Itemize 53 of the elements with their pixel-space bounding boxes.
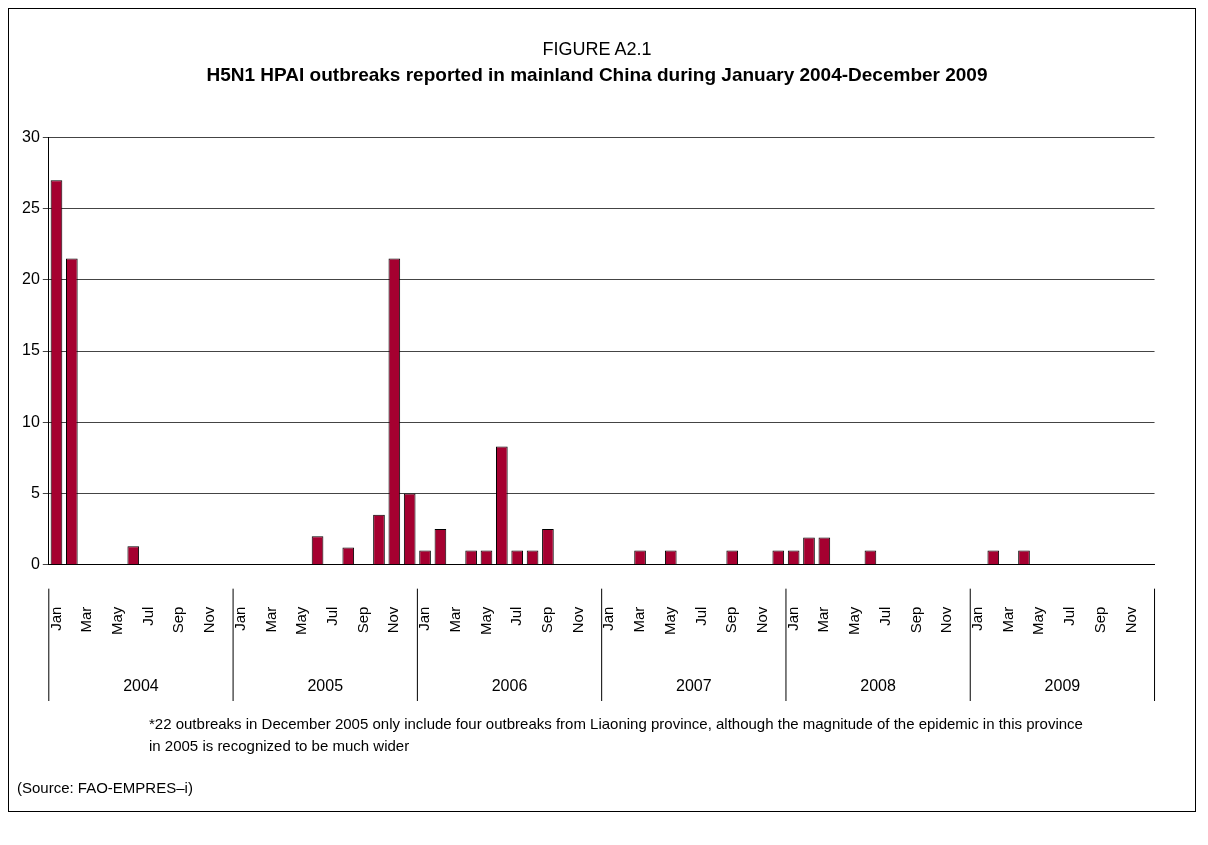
x-tick-label: Jul (1060, 606, 1078, 626)
x-tick-label: Mar (77, 606, 95, 633)
x-tick-label: Jan (230, 606, 248, 631)
x-tick-label: Sep (538, 606, 556, 634)
x-tick-label: May (108, 606, 126, 636)
x-tick-label: Mar (445, 606, 463, 633)
x-tick-label: Jul (691, 606, 709, 626)
x-tick-label: Nov (937, 606, 955, 634)
x-tick-label: Jan (968, 606, 986, 631)
y-tick-label: 10 (22, 412, 40, 430)
text: 2006 (491, 677, 528, 695)
y-tick-label: 25 (22, 199, 40, 217)
x-tick-label: Nov (384, 606, 402, 634)
x-tick-label: Jan (46, 606, 64, 631)
x-tick-label: Mar (998, 606, 1016, 633)
y-tick-label: 5 (30, 483, 40, 501)
x-tick-label: Jul (323, 606, 341, 626)
y-tick-label: 0 (30, 555, 40, 573)
x-tick-label: Nov (200, 606, 218, 634)
y-tick-label: 30 (22, 127, 40, 145)
x-tick-label: Jan (783, 606, 801, 631)
x-tick-label: May (1029, 606, 1047, 636)
x-tick-label: May (845, 606, 863, 636)
x-tick-label: Sep (722, 606, 740, 634)
text: 2009 (1044, 677, 1081, 695)
chart-title: FIGURE A2.1 (542, 38, 652, 59)
x-tick-label: May (660, 606, 678, 636)
text: 2004 (123, 677, 159, 695)
x-tick-label: Nov (1121, 606, 1139, 634)
x-tick-label: Sep (906, 606, 924, 634)
y-tick-label: 15 (22, 341, 40, 359)
x-tick-label: Mar (814, 606, 832, 633)
x-tick-label: May (292, 606, 310, 636)
x-tick-label: Jan (415, 606, 433, 631)
text: 2007 (676, 677, 712, 695)
x-tick-label: Sep (1090, 606, 1108, 634)
x-tick-label: Sep (169, 606, 187, 634)
x-tick-label: Nov (568, 606, 586, 634)
y-tick-label: 20 (22, 270, 40, 288)
text: 2005 (307, 677, 344, 695)
x-tick-label: Jul (507, 606, 525, 626)
text: (Source: FAO-EMPRES–i) (17, 778, 194, 798)
text: *22 outbreaks in December 2005 only include four outbreaks from Liaoning province, although the magnitude of the epidemic in this province in 2005 is recognized to be much wider (149, 714, 1084, 756)
x-tick-label: Mar (261, 606, 279, 633)
x-tick-label: Sep (353, 606, 371, 634)
x-tick-label: May (476, 606, 494, 636)
x-tick-label: Mar (630, 606, 648, 633)
x-tick-label: Nov (753, 606, 771, 634)
text: 2008 (860, 677, 896, 695)
x-tick-label: Jul (875, 606, 893, 626)
chart-subtitle: H5N1 HPAI outbreaks reported in mainland China during January 2004-December 2009 (206, 64, 988, 86)
x-tick-label: Jan (599, 606, 617, 631)
x-tick-label: Jul (138, 606, 156, 626)
